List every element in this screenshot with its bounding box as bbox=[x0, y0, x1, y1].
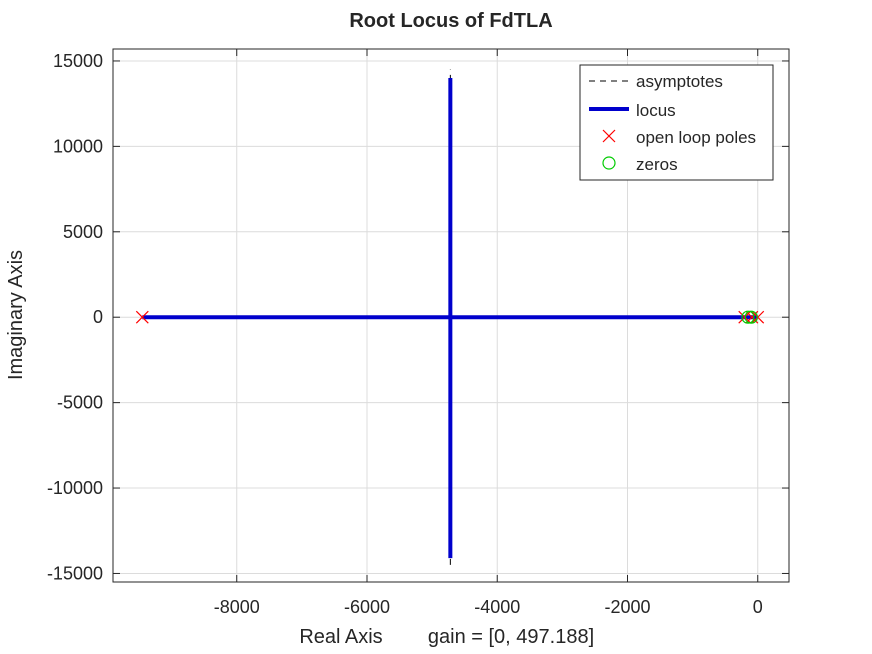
y-tick-label: 5000 bbox=[63, 222, 103, 242]
y-tick-label: -10000 bbox=[47, 478, 103, 498]
legend-poles-label: open loop poles bbox=[636, 128, 756, 147]
x-tick-label: -2000 bbox=[604, 597, 650, 617]
zero-marker bbox=[744, 310, 758, 324]
pole-stroke bbox=[135, 310, 149, 324]
x-tick-label: -6000 bbox=[344, 597, 390, 617]
y-tick-label: -5000 bbox=[57, 393, 103, 413]
ticks-layer: -8000 -6000 -4000 -2000 0 15000 10000 5000 0 -500… bbox=[47, 49, 789, 617]
legend-zeros-label: zeros bbox=[636, 155, 678, 174]
legend-box bbox=[579, 64, 774, 181]
x-tick-label: -8000 bbox=[214, 597, 260, 617]
legend-asymptotes-label: asymptotes bbox=[636, 72, 723, 91]
y-tick-label: 15000 bbox=[53, 51, 103, 71]
locus-layer bbox=[142, 78, 758, 559]
legend-zeros-swatch bbox=[602, 156, 616, 170]
legend: asymptotes locus open loop poles zeros bbox=[579, 64, 774, 181]
legend-locus-label: locus bbox=[636, 101, 676, 120]
y-tick-label: 0 bbox=[93, 307, 103, 327]
y-tick-label: 10000 bbox=[53, 136, 103, 156]
x-tick-label: 0 bbox=[753, 597, 763, 617]
plot-area-border bbox=[112, 48, 790, 583]
chart-title: Root Locus of FdTLA bbox=[349, 10, 552, 32]
zero-marker bbox=[741, 310, 755, 324]
y-tick-label: -15000 bbox=[47, 563, 103, 583]
gain-readout: gain = [0, 497.188] bbox=[428, 626, 594, 648]
markers-layer bbox=[135, 310, 765, 324]
legend-poles-swatch bbox=[602, 129, 616, 143]
x-axis-label: Real Axis bbox=[299, 626, 382, 648]
open-loop-pole-marker bbox=[135, 310, 149, 324]
y-axis-label: Imaginary Axis bbox=[5, 250, 27, 380]
x-tick-label: -4000 bbox=[474, 597, 520, 617]
